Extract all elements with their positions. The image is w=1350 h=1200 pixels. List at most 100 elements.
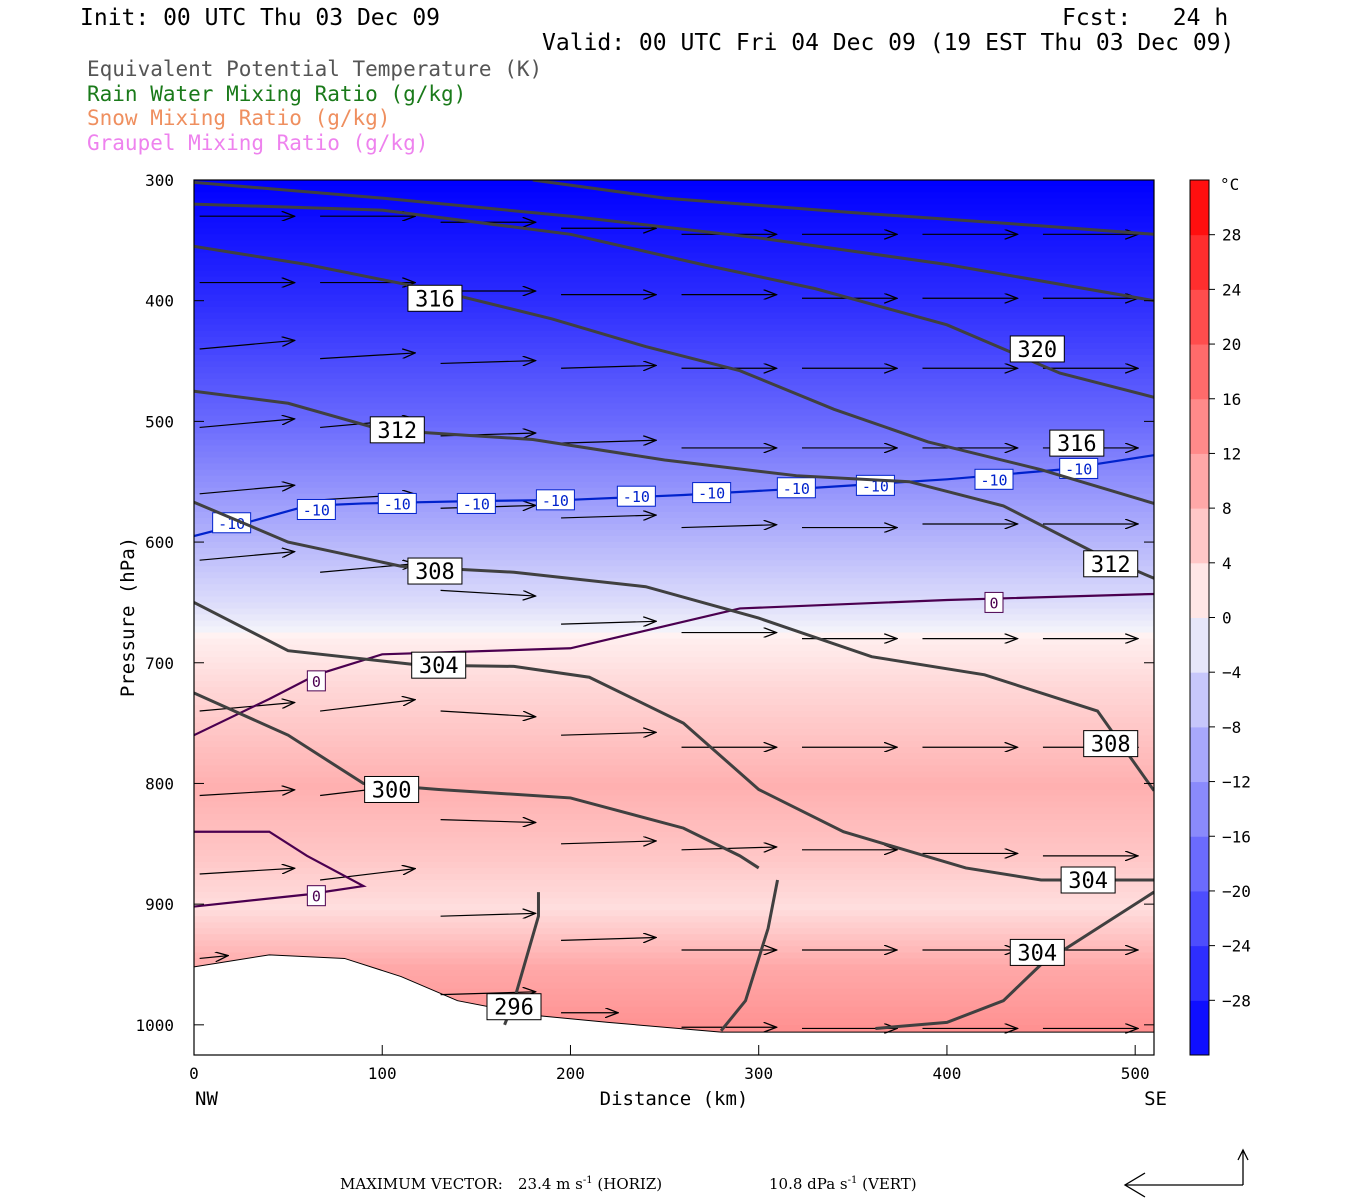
temperature-band — [194, 246, 1154, 254]
temperature-band — [194, 210, 1154, 218]
colorbar-swatch — [1190, 234, 1209, 290]
temperature-band — [194, 361, 1154, 369]
theta-e-label: 300 — [372, 778, 412, 803]
temperature-band — [194, 922, 1154, 930]
valid-time-label: Valid: 00 UTC Fri 04 Dec 09 (19 EST Thu … — [542, 30, 1235, 56]
isotherm-label: -10 — [384, 495, 411, 513]
theta-e-line — [194, 500, 1154, 792]
temperature-band — [194, 300, 1154, 308]
temperature-band — [194, 717, 1154, 725]
wind-vector — [199, 340, 295, 350]
colorbar-swatch — [1190, 562, 1209, 618]
isotherm-line — [194, 830, 367, 908]
temperature-band — [194, 843, 1154, 851]
temperature-band — [194, 560, 1154, 568]
temperature-band — [194, 711, 1154, 719]
temperature-band — [194, 928, 1154, 936]
temperature-band — [194, 904, 1154, 912]
temperature-band — [194, 892, 1154, 900]
theta-e-label-box — [1049, 429, 1105, 457]
theta-e-label-box — [407, 284, 463, 312]
wind-vector — [199, 485, 295, 495]
temperature-band — [194, 940, 1154, 948]
isotherm-label: -10 — [698, 485, 725, 503]
theta-e-label-box — [486, 993, 542, 1021]
max-vector-horiz: 23.4 m s-1 (HORIZ) — [518, 1175, 663, 1193]
wind-vector — [440, 589, 536, 596]
temperature-band — [194, 264, 1154, 272]
wind-vector — [681, 847, 777, 850]
y-tick-label: 500 — [145, 412, 174, 431]
temperature-band — [194, 831, 1154, 839]
colorbar-unit-label: °C — [1220, 175, 1239, 194]
y-tick-label: 700 — [145, 654, 174, 673]
temperature-band — [194, 680, 1154, 688]
temperature-band — [194, 771, 1154, 779]
temperature-band — [194, 258, 1154, 266]
wind-vector — [561, 365, 656, 368]
x-tick-label: 200 — [556, 1064, 585, 1083]
temperature-band — [194, 668, 1154, 676]
temperature-band — [194, 294, 1154, 302]
temperature-band — [194, 204, 1154, 212]
isotherm-label-box — [984, 591, 1004, 613]
temperature-band — [194, 312, 1154, 320]
theta-e-label: 312 — [1091, 553, 1131, 578]
temperature-band — [194, 873, 1154, 881]
temperature-band — [194, 632, 1154, 640]
temperature-band — [194, 825, 1154, 833]
colorbar-tick-label: 4 — [1222, 554, 1232, 573]
wind-vector — [561, 841, 656, 844]
y-tick-label: 400 — [145, 292, 174, 311]
theta-e-label-box — [1060, 866, 1116, 894]
y-tick-label: 600 — [145, 533, 174, 552]
temperature-band — [194, 837, 1154, 845]
theta-e-label: 308 — [415, 560, 455, 585]
isotherm-label: -10 — [862, 477, 889, 495]
isotherm-label: -10 — [1065, 460, 1092, 478]
temperature-band — [194, 391, 1154, 399]
isotherm-label-box — [306, 670, 326, 692]
temperature-band — [194, 934, 1154, 942]
max-vector-label: MAXIMUM VECTOR: — [340, 1175, 503, 1193]
temperature-band — [194, 916, 1154, 924]
isotherm-label-box — [535, 489, 575, 511]
temperature-band — [194, 880, 1154, 888]
y-axis-title: Pressure (hPa) — [117, 537, 139, 697]
isotherm-label: 0 — [312, 673, 321, 691]
temperature-band — [194, 626, 1154, 634]
temperature-band — [194, 1006, 1154, 1014]
temperature-band — [194, 662, 1154, 670]
colorbar-swatch — [1190, 344, 1209, 400]
temperature-band — [194, 318, 1154, 326]
temperature-band — [194, 180, 1154, 188]
x-tick-label: 100 — [368, 1064, 397, 1083]
temperature-band — [194, 602, 1154, 610]
temperature-band — [194, 898, 1154, 906]
colorbar-swatch — [1190, 726, 1209, 783]
theta-e-label-box — [1083, 550, 1139, 578]
temperature-band — [194, 849, 1154, 857]
theta-e-label-box — [1083, 730, 1139, 758]
reference-vector-icon — [1123, 1148, 1249, 1198]
temperature-band — [194, 608, 1154, 616]
y-tick-label: 800 — [145, 774, 174, 793]
temperature-band — [194, 228, 1154, 236]
temperature-band — [194, 216, 1154, 224]
isotherm-label: -10 — [303, 501, 330, 519]
temperature-band — [194, 970, 1154, 978]
temperature-band — [194, 867, 1154, 875]
colorbar-swatch — [1190, 508, 1209, 564]
temperature-band — [194, 403, 1154, 411]
temperature-band — [194, 795, 1154, 803]
temperature-band — [194, 379, 1154, 387]
temperature-band — [194, 910, 1154, 918]
colorbar-tick-label: 12 — [1222, 444, 1241, 463]
theta-e-label: 320 — [1017, 338, 1057, 363]
field-label-graupel: Graupel Mixing Ratio (g/kg) — [87, 131, 429, 155]
temperature-band — [194, 222, 1154, 230]
isotherm-label: -10 — [783, 480, 810, 498]
isotherm-label: -10 — [218, 515, 245, 533]
isotherm-label-box — [377, 492, 417, 514]
colorbar-swatch — [1190, 781, 1209, 837]
